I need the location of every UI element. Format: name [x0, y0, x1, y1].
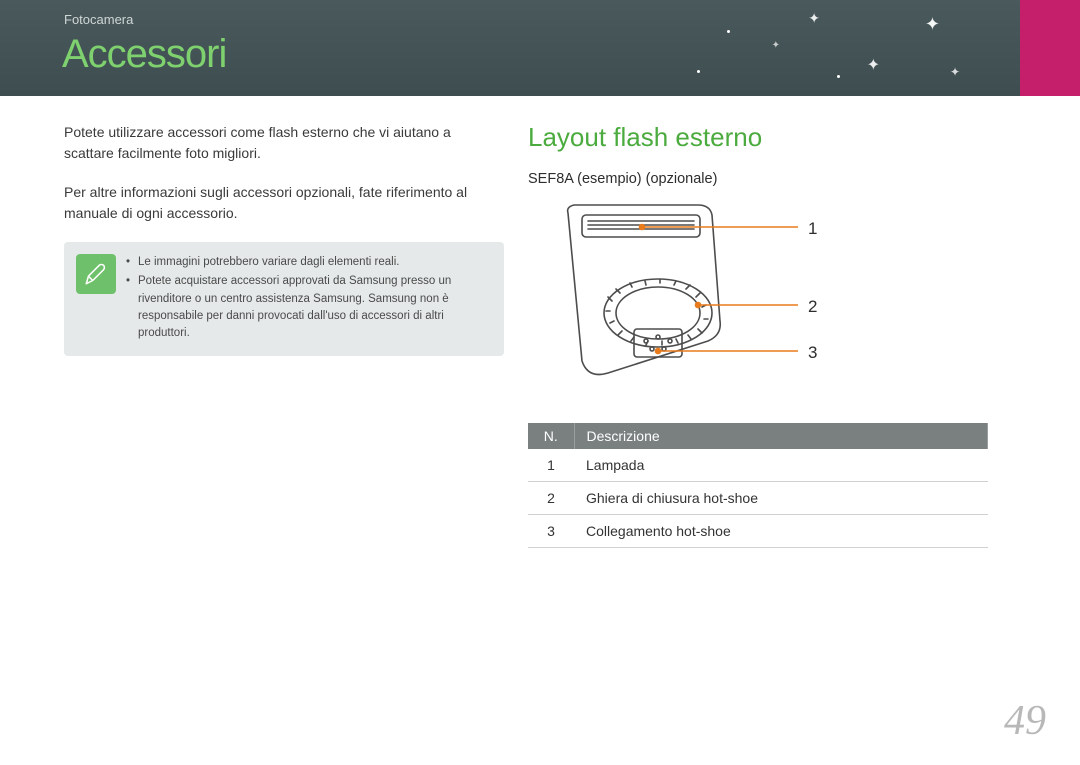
table-header-row: N. Descrizione	[528, 423, 988, 449]
table-cell-description: Lampada	[574, 449, 988, 482]
callout-number: 1	[808, 219, 817, 239]
header-band: ✦ ✦ ✦ ✦ ✦ Fotocamera Accessori	[0, 0, 1080, 96]
table-header-description: Descrizione	[574, 423, 988, 449]
table-cell-number: 3	[528, 515, 574, 548]
right-column: Layout flash esterno SEF8A (esempio) (op…	[528, 122, 1030, 548]
note-bullet: Le immagini potrebbero variare dagli ele…	[126, 254, 490, 271]
table-row: 3 Collegamento hot-shoe	[528, 515, 988, 548]
sparkle-decor: ✦	[867, 55, 880, 75]
description-table: N. Descrizione 1 Lampada 2 Ghiera di chi…	[528, 423, 988, 548]
sparkle-dot	[837, 75, 840, 78]
note-list: Le immagini potrebbero variare dagli ele…	[126, 254, 490, 342]
intro-paragraph-1: Potete utilizzare accessori come flash e…	[64, 122, 504, 164]
pen-icon	[76, 254, 116, 294]
table-cell-number: 1	[528, 449, 574, 482]
table-cell-description: Collegamento hot-shoe	[574, 515, 988, 548]
callout-number: 2	[808, 297, 817, 317]
sparkle-decor: ✦	[925, 14, 940, 35]
content-area: Potete utilizzare accessori come flash e…	[0, 96, 1080, 548]
table-cell-number: 2	[528, 482, 574, 515]
table-header-number: N.	[528, 423, 574, 449]
note-bullet: Potete acquistare accessori approvati da…	[126, 273, 490, 342]
sparkle-decor: ✦	[772, 40, 780, 51]
table-row: 2 Ghiera di chiusura hot-shoe	[528, 482, 988, 515]
sparkle-dot	[727, 30, 730, 33]
intro-paragraph-2: Per altre informazioni sugli accessori o…	[64, 182, 504, 224]
page-title: Accessori	[62, 32, 226, 77]
sparkle-decor: ✦	[808, 10, 820, 27]
table-row: 1 Lampada	[528, 449, 988, 482]
breadcrumb: Fotocamera	[64, 12, 133, 27]
example-model-label: SEF8A (esempio) (opzionale)	[528, 171, 1030, 187]
section-heading: Layout flash esterno	[528, 122, 1030, 153]
left-column: Potete utilizzare accessori come flash e…	[64, 122, 504, 548]
sparkle-dot	[697, 70, 700, 73]
flash-diagram: 1 2 3	[528, 201, 1030, 401]
callout-number: 3	[808, 343, 817, 363]
page-number: 49	[1004, 697, 1046, 745]
table-cell-description: Ghiera di chiusura hot-shoe	[574, 482, 988, 515]
note-box: Le immagini potrebbero variare dagli ele…	[64, 242, 504, 356]
sparkle-decor: ✦	[950, 65, 960, 79]
